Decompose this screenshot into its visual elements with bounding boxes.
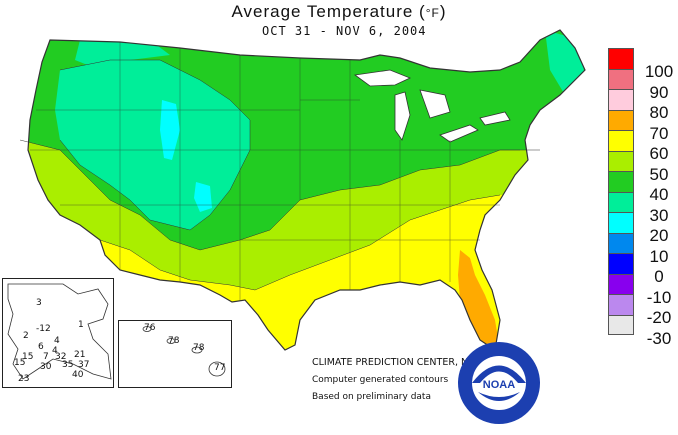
legend-tick-label: 20: [649, 226, 669, 245]
noaa-logo: NOAA: [458, 342, 540, 424]
hawaii-station-value: 76: [144, 323, 156, 333]
contour-lines: [19, 59, 540, 291]
legend-tick-label: 0: [654, 267, 664, 286]
hawaii-station-value: 78: [193, 343, 205, 353]
alaska-station-value: -12: [36, 324, 51, 334]
legend-tick-label: 90: [649, 82, 669, 102]
alaska-station-value: 23: [18, 374, 30, 384]
legend-swatch: [608, 89, 634, 110]
legend-swatch: [608, 212, 634, 233]
legend-swatch: [608, 191, 634, 212]
date-range: OCT 31 - NOV 6, 2004: [262, 24, 427, 38]
alaska-station-value: 32: [55, 352, 67, 362]
legend-tick-label: -30: [646, 328, 672, 348]
credit-center: CLIMATE PREDICTION CENTER, NOAA: [312, 357, 489, 368]
noaa-logo-text: NOAA: [483, 379, 515, 391]
map-title: Average Temperature (°F): [231, 2, 447, 21]
alaska-station-value: 4: [54, 336, 60, 346]
alaska-station-value: 35: [62, 360, 74, 370]
alaska-station-value: 3: [36, 298, 42, 308]
hawaii-inset: [118, 320, 232, 388]
legend-swatch: [608, 68, 634, 89]
alaska-station-value: 37: [78, 360, 90, 370]
credit-line-3: Based on preliminary data: [312, 392, 431, 402]
state-boundaries: [30, 42, 520, 300]
alaska-station-value: 1: [78, 320, 84, 330]
legend-tick-label: 50: [649, 164, 669, 184]
credit-line-2: Computer generated contours: [312, 375, 449, 385]
great-lakes: [353, 69, 511, 143]
legend-tick-label: 40: [649, 185, 669, 204]
legend-swatch: [608, 294, 634, 315]
hawaii-islands: [142, 326, 226, 377]
legend-swatch: [608, 273, 634, 294]
alaska-station-value: 30: [40, 362, 52, 372]
legend-swatch: [608, 109, 634, 130]
legend-tick-label: 30: [649, 205, 669, 225]
hawaii-station-value: 77: [214, 363, 226, 373]
alaska-station-value: 15: [22, 352, 34, 362]
legend-swatch: [608, 130, 634, 151]
legend-swatch: [608, 253, 634, 274]
color-legend: [608, 48, 636, 335]
alaska-outline: [7, 283, 112, 380]
legend-tick-label: -20: [646, 308, 672, 327]
legend-swatch: [608, 48, 634, 69]
hawaii-station-value: 78: [168, 336, 180, 346]
alaska-station-value: 7: [43, 352, 49, 362]
legend-swatch: [608, 150, 634, 171]
alaska-inset: [2, 278, 114, 388]
legend-swatch: [608, 314, 634, 335]
alaska-station-value: 4: [52, 346, 58, 356]
legend-tick-label: 100: [644, 62, 674, 81]
legend-tick-label: 60: [649, 144, 669, 163]
legend-tick-label: 80: [649, 103, 669, 122]
alaska-station-value: 6: [38, 342, 44, 352]
legend-swatch: [608, 171, 634, 192]
alaska-station-value: 15: [14, 358, 26, 368]
legend-tick-label: 10: [649, 246, 669, 266]
alaska-station-value: 2: [23, 331, 29, 341]
alaska-station-value: 40: [72, 370, 84, 380]
us-outline: [27, 29, 586, 352]
legend-swatch: [608, 232, 634, 253]
alaska-station-value: 21: [74, 350, 86, 360]
legend-tick-label: 70: [649, 123, 669, 143]
legend-tick-label: -10: [646, 287, 672, 307]
